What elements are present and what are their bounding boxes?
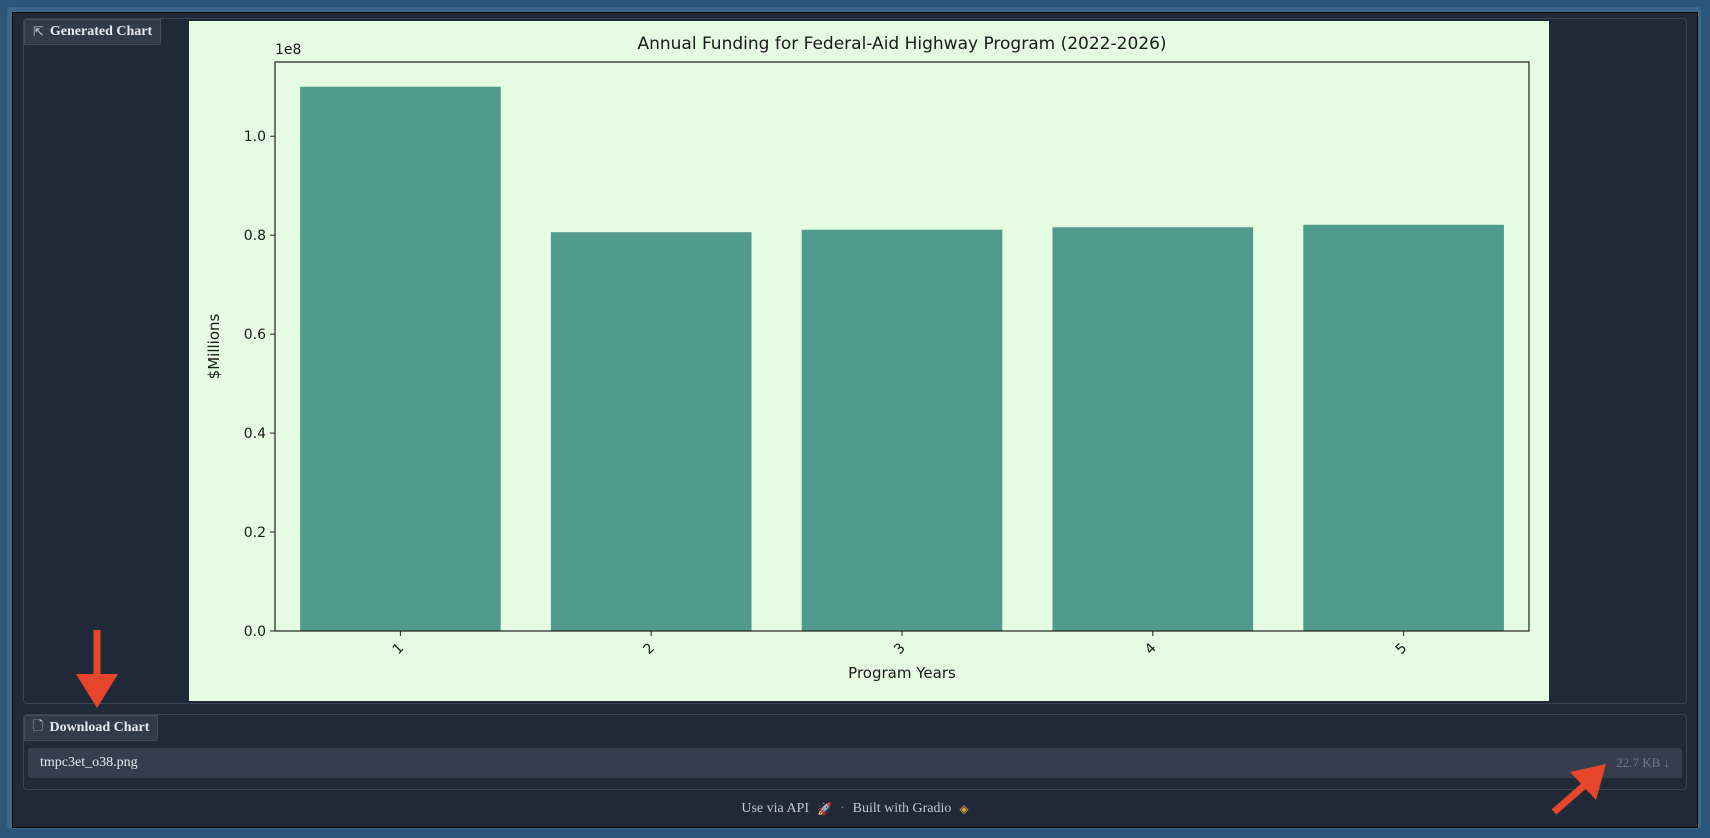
y-scale-label: 1e8 bbox=[275, 42, 301, 58]
bar-chart: 0.0 0.2 0.4 0.6 0.8 1.0 1 2 3 4 5 1e8 Annual Funding… bbox=[205, 34, 1530, 682]
x-tick-label: 1 bbox=[390, 640, 408, 658]
bar-1 bbox=[300, 86, 501, 631]
footer-separator: · bbox=[839, 801, 845, 816]
x-tick-label: 3 bbox=[891, 640, 909, 658]
chart-title: Annual Funding for Federal-Aid Highway P… bbox=[637, 34, 1166, 54]
file-icon: 🗋 bbox=[33, 719, 44, 734]
download-arrow-icon: ↓ bbox=[1663, 755, 1671, 770]
chart-icon: ⇱ bbox=[33, 24, 44, 40]
y-tick-label: 0.4 bbox=[244, 426, 266, 442]
download-chart-label-text: Download Chart bbox=[49, 720, 150, 735]
bar-5 bbox=[1303, 224, 1504, 631]
generated-chart-label: ⇱ Generated Chart bbox=[24, 19, 162, 45]
bar-3 bbox=[801, 229, 1003, 631]
x-tick-label: 2 bbox=[640, 640, 658, 658]
y-tick-label: 0.0 bbox=[244, 624, 266, 640]
footer: Use via API 🚀 · Built with Gradio ◈ bbox=[13, 799, 1697, 819]
y-axis-label: $Millions bbox=[205, 313, 223, 379]
y-tick-label: 1.0 bbox=[244, 129, 266, 145]
y-tick-label: 0.2 bbox=[244, 525, 266, 541]
generated-chart-panel: ⇱ Generated Chart 0.0 0.2 0.4 0.6 0.8 1.0 1 2 3 4… bbox=[23, 18, 1687, 704]
x-tick-label: 4 bbox=[1142, 640, 1160, 658]
chart-image: 0.0 0.2 0.4 0.6 0.8 1.0 1 2 3 4 5 1e8 Annual Funding… bbox=[189, 21, 1549, 701]
download-chart-panel: 🗋 Download Chart tmpc3et_o38.png 22.7 KB… bbox=[23, 714, 1687, 790]
x-axis-label: Program Years bbox=[848, 664, 956, 682]
generated-chart-label-text: Generated Chart bbox=[49, 24, 153, 39]
download-chart-label: 🗋 Download Chart bbox=[24, 715, 159, 741]
gradio-logo-icon: ◈ bbox=[959, 802, 969, 816]
file-name-link[interactable]: tmpc3et_o38.png bbox=[40, 755, 138, 770]
gradio-app: ⇱ Generated Chart 0.0 0.2 0.4 0.6 0.8 1.0 1 2 3 4… bbox=[12, 12, 1698, 828]
rocket-icon: 🚀 bbox=[817, 802, 832, 816]
bar-4 bbox=[1052, 227, 1254, 631]
file-size-text: 22.7 KB bbox=[1616, 755, 1661, 770]
file-size[interactable]: 22.7 KB ↓ bbox=[1616, 755, 1670, 771]
built-with-gradio-link[interactable]: Built with Gradio bbox=[852, 801, 952, 816]
use-via-api-link[interactable]: Use via API bbox=[741, 801, 810, 816]
y-tick-label: 0.6 bbox=[244, 327, 266, 343]
bar-2 bbox=[550, 232, 752, 632]
download-file-row[interactable]: tmpc3et_o38.png 22.7 KB ↓ bbox=[28, 748, 1682, 778]
annotation-arrow-down-icon bbox=[76, 630, 118, 708]
annotation-arrow-up-right-icon bbox=[1551, 764, 1606, 815]
y-tick-label: 0.8 bbox=[244, 228, 266, 244]
x-tick-label: 5 bbox=[1393, 640, 1411, 658]
